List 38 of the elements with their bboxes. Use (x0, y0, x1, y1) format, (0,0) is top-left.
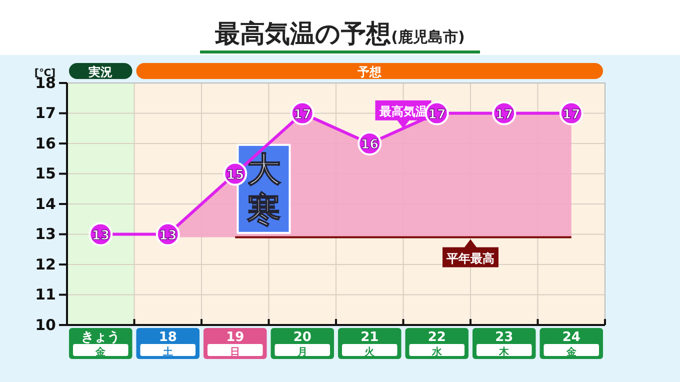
x-tick-label: 24 (562, 330, 580, 345)
data-label: 17 (495, 107, 514, 122)
data-label: 15 (226, 168, 244, 183)
y-tick-label: 10 (35, 316, 56, 334)
y-tick-label: 17 (35, 104, 56, 122)
text: 木 (498, 346, 510, 358)
data-label: 13 (158, 228, 177, 244)
y-tick-label: 14 (35, 194, 56, 213)
text: 月 (296, 347, 308, 358)
x-tick-label: 20 (293, 330, 312, 345)
y-tick-label: 12 (35, 255, 56, 274)
text: 土 (162, 346, 173, 358)
data-label: 13 (92, 228, 110, 244)
chart-title: 最高気温の予想 (214, 19, 392, 48)
text: 金 (94, 346, 107, 358)
data-label: 17 (428, 107, 446, 122)
y-tick-label: 15 (35, 164, 56, 183)
x-tick-label: 23 (495, 330, 514, 345)
data-label: 17 (293, 107, 312, 122)
x-tick-label: 21 (360, 330, 379, 345)
text: 水 (430, 346, 443, 358)
band-label: 実況 (88, 65, 113, 79)
x-tick-label: 19 (226, 330, 244, 345)
data-label: 16 (360, 138, 379, 152)
y-tick-label: 16 (35, 134, 56, 152)
x-tick-label: 22 (428, 330, 446, 345)
y-tick-label: 13 (35, 225, 56, 244)
text: 日 (230, 347, 240, 358)
series-label: 平年最高 (446, 251, 494, 266)
data-label: 17 (562, 107, 580, 122)
band-label: 予想 (356, 65, 383, 79)
annotation: 大寒 (246, 150, 281, 230)
chart-subtitle: (鹿児島市) (391, 28, 465, 46)
text: 金 (565, 346, 578, 358)
x-tick-label: 18 (158, 330, 177, 345)
text: 火 (364, 346, 376, 358)
y-tick-label: 11 (35, 286, 56, 304)
x-tick-label: きょう (81, 330, 120, 345)
